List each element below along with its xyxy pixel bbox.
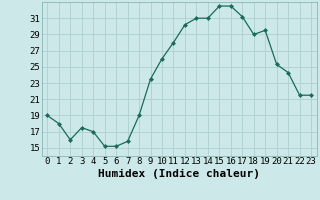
X-axis label: Humidex (Indice chaleur): Humidex (Indice chaleur) — [98, 169, 260, 179]
